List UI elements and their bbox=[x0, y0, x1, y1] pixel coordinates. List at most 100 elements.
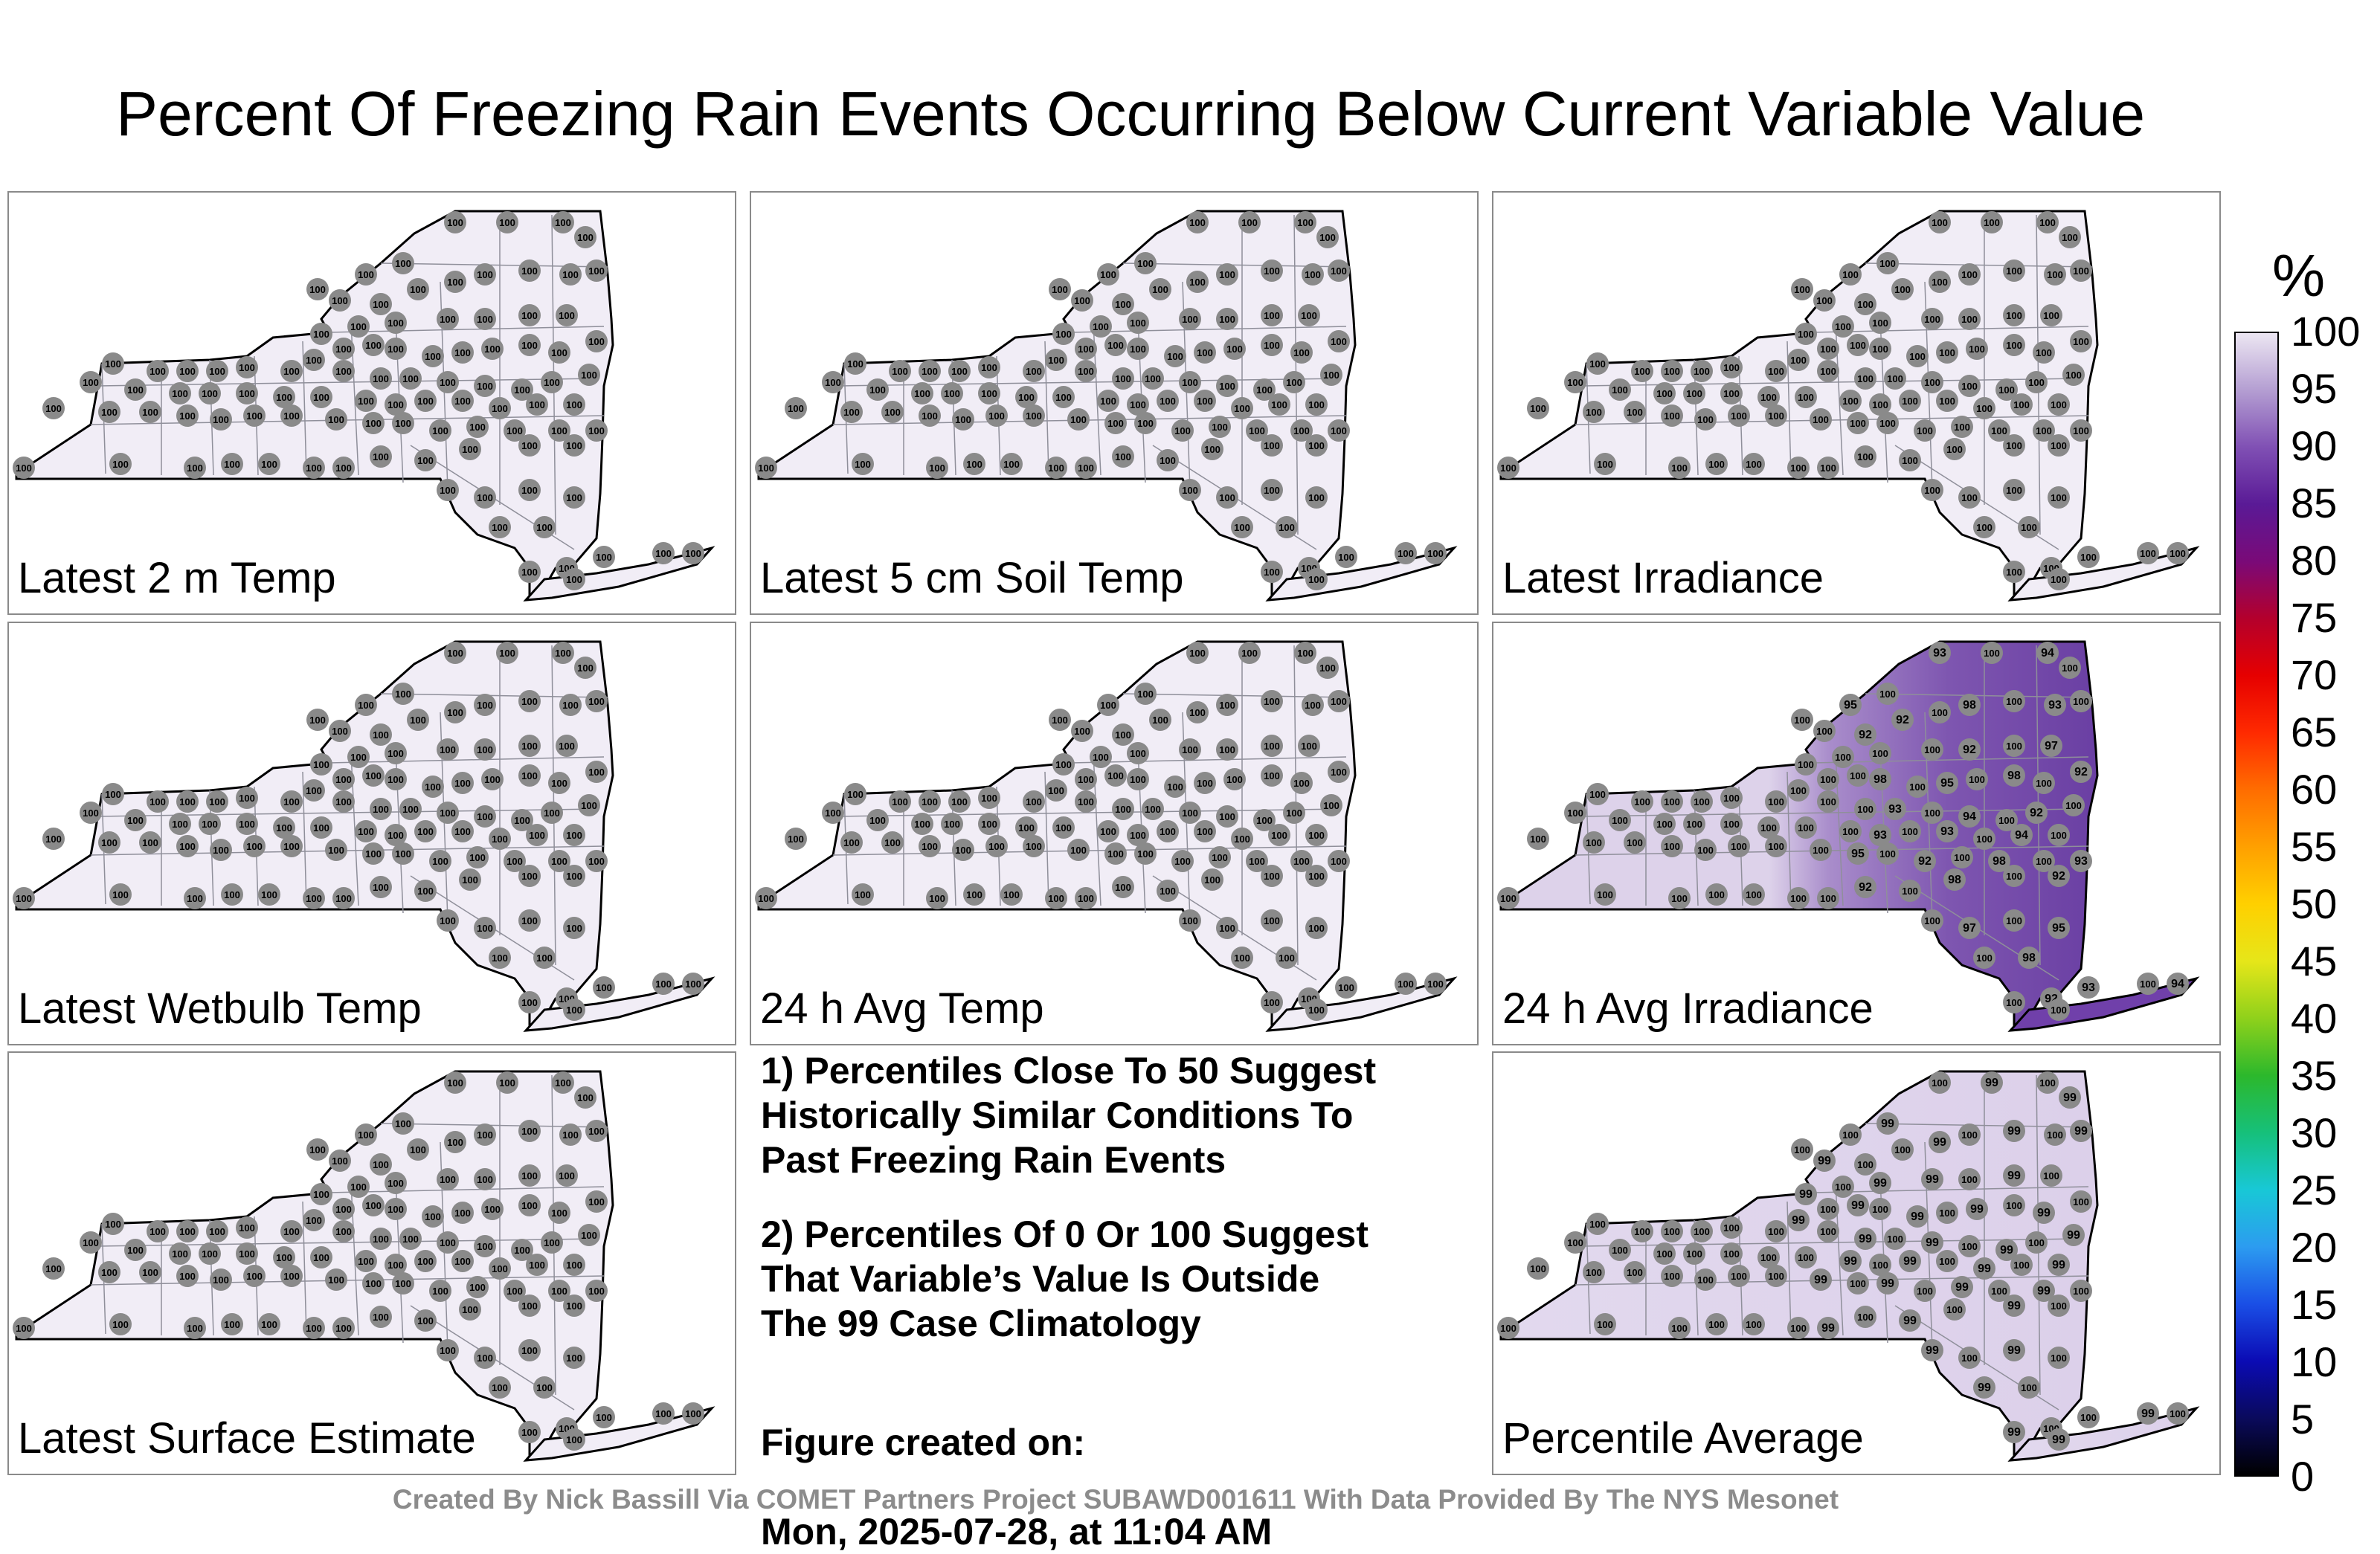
station-value: 100 bbox=[1297, 217, 1313, 228]
station-value: 97 bbox=[2045, 740, 2058, 752]
station-marker: 100 bbox=[1943, 438, 1966, 460]
station-marker: 100 bbox=[1586, 352, 1609, 375]
station-marker: 100 bbox=[422, 1205, 444, 1228]
station-marker: 100 bbox=[1290, 772, 1313, 794]
station-marker: 100 bbox=[1112, 367, 1134, 390]
station-marker: 100 bbox=[422, 776, 444, 798]
station-value: 100 bbox=[521, 997, 538, 1008]
station-marker: 100 bbox=[2003, 259, 2025, 282]
station-value: 100 bbox=[506, 856, 523, 867]
station-value: 100 bbox=[440, 807, 456, 819]
station-value: 100 bbox=[402, 1234, 419, 1245]
station-marker: 100 bbox=[1876, 842, 1899, 865]
station-marker: 100 bbox=[1186, 642, 1209, 664]
station-marker: 100 bbox=[1973, 397, 1995, 419]
station-marker: 100 bbox=[414, 1250, 437, 1272]
station-value: 100 bbox=[373, 882, 389, 893]
station-value: 100 bbox=[2021, 1382, 2037, 1393]
station-marker: 100 bbox=[1661, 835, 1683, 857]
station-marker: 99 bbox=[1795, 1183, 1817, 1205]
station-marker: 100 bbox=[1583, 1261, 1605, 1283]
station-value: 100 bbox=[922, 841, 938, 852]
station-value: 100 bbox=[1850, 770, 1866, 781]
station-marker: 100 bbox=[2167, 1402, 2189, 1425]
station-marker: 100 bbox=[459, 438, 481, 460]
station-marker: 93 bbox=[1869, 824, 1891, 846]
station-value: 99 bbox=[1903, 1315, 1917, 1327]
station-marker: 92 bbox=[1854, 723, 1876, 746]
station-marker: 100 bbox=[392, 252, 414, 274]
station-marker: 100 bbox=[385, 1172, 407, 1194]
station-marker: 100 bbox=[1653, 813, 1676, 835]
station-value: 100 bbox=[981, 793, 997, 804]
station-value: 92 bbox=[1896, 714, 1909, 726]
station-marker: 100 bbox=[362, 1272, 385, 1295]
station-value: 100 bbox=[566, 1300, 582, 1312]
station-marker: 100 bbox=[1958, 1168, 1981, 1190]
station-value: 100 bbox=[1078, 366, 1094, 377]
station-value: 100 bbox=[1597, 889, 1613, 900]
station-marker: 100 bbox=[1320, 794, 1342, 816]
station-marker: 100 bbox=[1328, 850, 1350, 872]
station-value: 100 bbox=[1656, 819, 1673, 830]
station-marker: 100 bbox=[489, 947, 511, 969]
station-value: 100 bbox=[477, 923, 493, 934]
station-marker: 100 bbox=[1298, 735, 1320, 757]
station-marker: 100 bbox=[1594, 1313, 1616, 1335]
station-marker: 100 bbox=[332, 360, 355, 382]
station-marker: 100 bbox=[474, 1168, 496, 1190]
station-marker: 100 bbox=[755, 457, 777, 479]
station-value: 100 bbox=[559, 1170, 575, 1181]
station-marker: 100 bbox=[385, 768, 407, 790]
station-marker: 100 bbox=[221, 453, 243, 475]
station-marker: 100 bbox=[1261, 434, 1283, 457]
station-value: 100 bbox=[825, 377, 841, 388]
station-marker: 100 bbox=[466, 846, 489, 868]
station-marker: 100 bbox=[1075, 457, 1097, 479]
colorbar-tick-label: 90 bbox=[2291, 422, 2338, 469]
station-value: 98 bbox=[1948, 874, 1961, 886]
station-marker: 95 bbox=[1839, 694, 1862, 716]
station-marker: 100 bbox=[1045, 457, 1067, 479]
station-value: 100 bbox=[105, 1219, 121, 1230]
station-value: 100 bbox=[2080, 1412, 2097, 1423]
station-marker: 100 bbox=[2033, 341, 2055, 364]
map-panel: 100 100 100 100 100 100 100 100 100 100 100 100 100 1… bbox=[7, 191, 736, 615]
station-value: 100 bbox=[335, 462, 352, 474]
station-value: 100 bbox=[1055, 392, 1072, 403]
station-marker: 99 bbox=[1817, 1317, 1839, 1339]
station-value: 100 bbox=[1835, 752, 1851, 763]
station-value: 95 bbox=[1844, 699, 1857, 712]
station-marker: 100 bbox=[1186, 211, 1209, 233]
station-marker: 100 bbox=[2040, 304, 2062, 326]
station-marker: 100 bbox=[652, 973, 675, 995]
station-marker: 100 bbox=[852, 883, 874, 906]
station-marker: 100 bbox=[1112, 798, 1134, 820]
station-marker: 100 bbox=[1694, 1268, 1717, 1291]
colorbar-tick-label: 20 bbox=[2291, 1224, 2338, 1271]
station-value: 100 bbox=[855, 459, 871, 470]
station-value: 100 bbox=[1055, 329, 1072, 340]
station-marker: 100 bbox=[2070, 1190, 2092, 1213]
station-marker: 100 bbox=[407, 278, 429, 300]
station-marker: 100 bbox=[1179, 371, 1201, 393]
station-marker: 100 bbox=[504, 419, 526, 442]
station-value: 100 bbox=[1308, 830, 1325, 841]
station-marker: 100 bbox=[1847, 764, 1869, 787]
credit-line: Created By Nick Bassill Via COMET Partne… bbox=[392, 1484, 1839, 1515]
station-value: 100 bbox=[1790, 785, 1807, 796]
station-marker: 100 bbox=[963, 883, 985, 906]
station-marker: 100 bbox=[1958, 1123, 1981, 1146]
station-marker: 99 bbox=[2033, 1202, 2055, 1224]
station-marker: 98 bbox=[2003, 764, 2025, 787]
station-value: 100 bbox=[966, 889, 982, 900]
station-marker: 100 bbox=[1283, 802, 1305, 824]
station-value: 100 bbox=[521, 340, 538, 351]
station-value: 100 bbox=[440, 1174, 456, 1185]
station-value: 100 bbox=[966, 459, 982, 470]
station-value: 100 bbox=[951, 366, 968, 377]
station-value: 100 bbox=[2013, 399, 2030, 410]
station-value: 100 bbox=[306, 355, 322, 366]
station-marker: 100 bbox=[1305, 434, 1328, 457]
station-marker: 100 bbox=[176, 1220, 199, 1242]
